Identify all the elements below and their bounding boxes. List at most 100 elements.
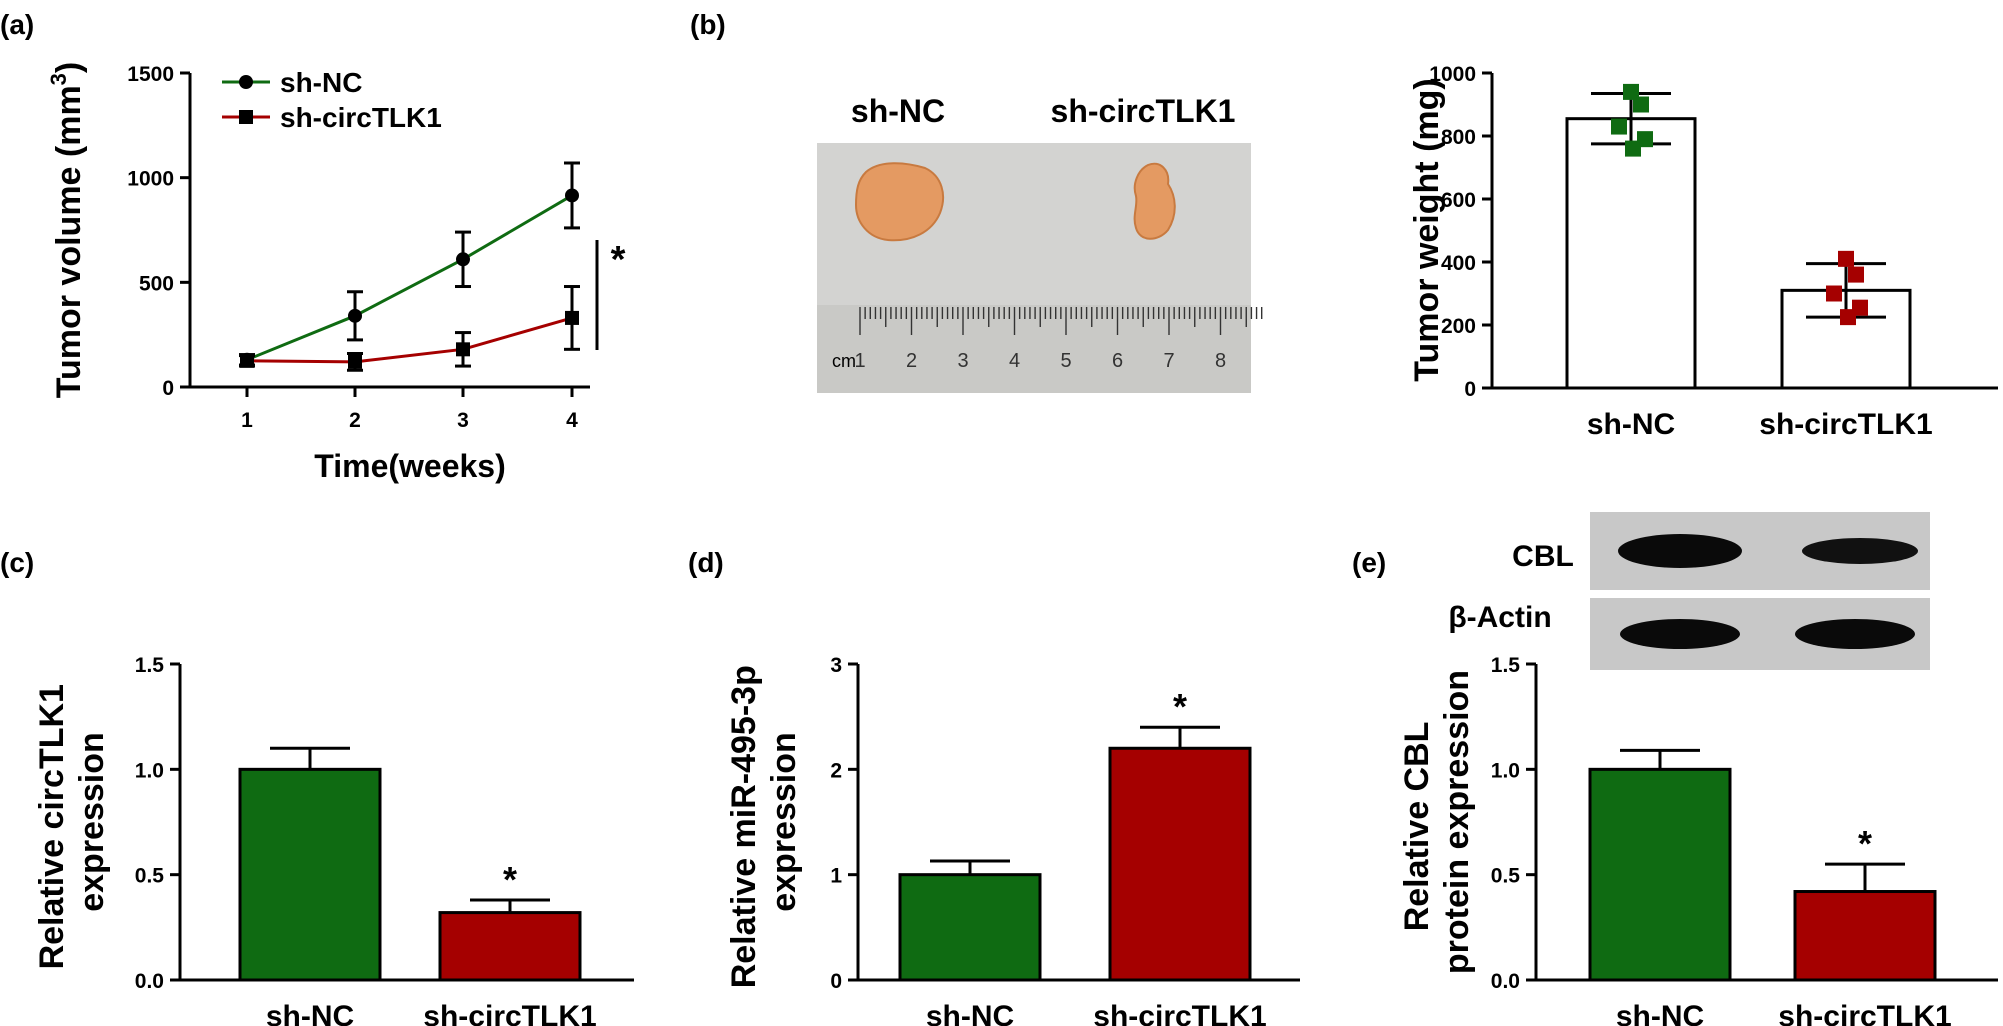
blot-actin-band-sh-circtlk1 (1795, 619, 1915, 649)
x-tick-label: sh-NC (1616, 1000, 1704, 1026)
data-point-circle (456, 252, 470, 267)
ruler-number: 2 (906, 350, 917, 372)
y-tick-label: 800 (1441, 126, 1476, 149)
data-point-square (565, 310, 579, 325)
y-tick-label: 1.0 (1491, 759, 1520, 782)
panel-b-y-label: Tumor weight (mg) (1408, 78, 1446, 381)
data-point (1625, 140, 1641, 157)
y-tick-label: 200 (1441, 315, 1476, 338)
legend-marker-circle (239, 75, 253, 89)
y-tick-label: 400 (1441, 252, 1476, 275)
y-tick-label: 1.0 (135, 759, 164, 782)
photo-label-sh-nc: sh-NC (851, 93, 945, 129)
x-tick-label: sh-NC (1587, 408, 1675, 441)
x-tick-label: sh-circTLK1 (1778, 1000, 1951, 1026)
y-tick-label: 1000 (127, 168, 174, 191)
x-tick-label: sh-NC (926, 1000, 1014, 1026)
panel-e: (e) CBL β-Actin 0.0 0.5 1.0 1.5 * sh-NC sh-c… (1352, 512, 1998, 1026)
bar-sh-circTLK1 (1793, 890, 1937, 982)
panel-a-x-label: Time(weeks) (314, 448, 506, 484)
ruler-body (817, 305, 1251, 393)
data-point (1840, 309, 1856, 326)
blot-cbl-band-sh-nc (1618, 534, 1742, 568)
y-tick-label: 600 (1441, 189, 1476, 212)
significance-star: * (1173, 686, 1187, 727)
y-tick-label: 1.5 (1491, 654, 1521, 677)
panel-d: (d) 0 1 2 3 * sh-NC sh-circTLK1 Relative miR… (688, 547, 1300, 1026)
ruler-number: 8 (1215, 350, 1226, 372)
blot-cbl-band-sh-circtlk1 (1802, 538, 1918, 564)
data-point-circle (565, 188, 579, 203)
ruler-number: 3 (957, 350, 968, 372)
panel-a: (a) 0 500 1000 1500 1 2 3 4 Tumor volume (mm3)… (0, 9, 626, 484)
ruler-number: 1 (854, 350, 865, 372)
y-tick-label: 1 (830, 865, 842, 888)
y-tick-label: 0 (830, 970, 842, 993)
x-tick-label: 4 (566, 409, 578, 432)
data-point-square (240, 353, 254, 368)
panel-d-label: (d) (688, 547, 724, 578)
legend-label-sh-nc: sh-NC (280, 67, 362, 98)
bar-sh-NC (898, 873, 1042, 982)
series-line-sh-NC (246, 194, 573, 362)
y-tick-label: 0.5 (1491, 865, 1521, 888)
bar-sh-NC (1588, 767, 1732, 982)
y-tick-label: 1500 (127, 63, 174, 86)
legend-marker-square (239, 110, 253, 124)
x-tick-label: sh-circTLK1 (1093, 1000, 1266, 1026)
data-point (1623, 83, 1639, 100)
y-tick-label: 0.0 (135, 970, 164, 993)
panel-c-y-label: Relative circTLK1 expression (33, 675, 111, 970)
panel-a-y-label: Tumor volume (mm3) (46, 62, 88, 399)
bar-sh-circTLK1 (1108, 746, 1252, 982)
tumor-sh-nc (854, 162, 944, 242)
ruler-number: 6 (1112, 350, 1123, 372)
ruler-unit-label: cm (832, 351, 856, 371)
significance-star: * (503, 859, 517, 900)
photo-label-sh-circtlk1: sh-circTLK1 (1051, 93, 1236, 129)
x-tick-label: sh-circTLK1 (1759, 408, 1932, 441)
x-tick-label: 3 (457, 409, 469, 432)
x-tick-label: 1 (241, 409, 253, 432)
y-tick-label: 0.5 (135, 865, 165, 888)
y-tick-label: 500 (139, 272, 174, 295)
y-tick-label: 3 (830, 654, 842, 677)
panel-a-legend: sh-NC sh-circTLK1 (222, 67, 442, 133)
y-tick-label: 0.0 (1491, 970, 1520, 993)
y-tick-label: 0 (1464, 378, 1476, 401)
data-point-square (348, 354, 362, 369)
panel-b-photo: (b) sh-NC sh-circTLK1 cm 1 2 3 4 5 6 7 8 (690, 9, 1263, 393)
significance-star: * (1858, 823, 1872, 864)
blot-label-cbl: CBL (1512, 540, 1574, 573)
data-point-circle (348, 308, 362, 323)
tumor-sh-circtlk1 (1133, 162, 1176, 240)
data-point (1611, 118, 1627, 135)
y-tick-label: 1.5 (135, 654, 165, 677)
x-tick-label: sh-NC (266, 1000, 354, 1026)
panel-b-label: (b) (690, 9, 726, 40)
y-tick-label: 1000 (1429, 63, 1476, 86)
bar-sh-NC (238, 767, 382, 982)
blot-actin-band-sh-nc (1620, 619, 1740, 649)
ruler-number: 4 (1009, 350, 1020, 372)
y-tick-label: 2 (830, 759, 842, 782)
bar-sh-circTLK1 (438, 911, 582, 982)
panel-b-chart: 0 200 400 600 800 1000 sh-NC sh-circTLK1 Tumor… (1408, 63, 1998, 441)
data-point (1633, 96, 1649, 113)
blot-label-beta-actin: β-Actin (1448, 601, 1551, 634)
data-point (1826, 285, 1842, 302)
panel-c-label: (c) (0, 547, 34, 578)
panel-e-label: (e) (1352, 547, 1386, 578)
panel-a-significance-star: * (611, 239, 626, 281)
data-point (1848, 266, 1864, 283)
panel-a-label: (a) (0, 9, 34, 40)
x-tick-label: sh-circTLK1 (423, 1000, 596, 1026)
data-point-square (456, 342, 470, 357)
data-point (1838, 250, 1854, 267)
x-tick-label: 2 (349, 409, 361, 432)
ruler-number: 5 (1060, 350, 1071, 372)
panel-e-y-label: Relative CBL protein expression (1398, 670, 1476, 974)
panel-d-y-label: Relative miR-495-3p expression (725, 656, 803, 989)
legend-label-sh-circtlk1: sh-circTLK1 (280, 102, 442, 133)
